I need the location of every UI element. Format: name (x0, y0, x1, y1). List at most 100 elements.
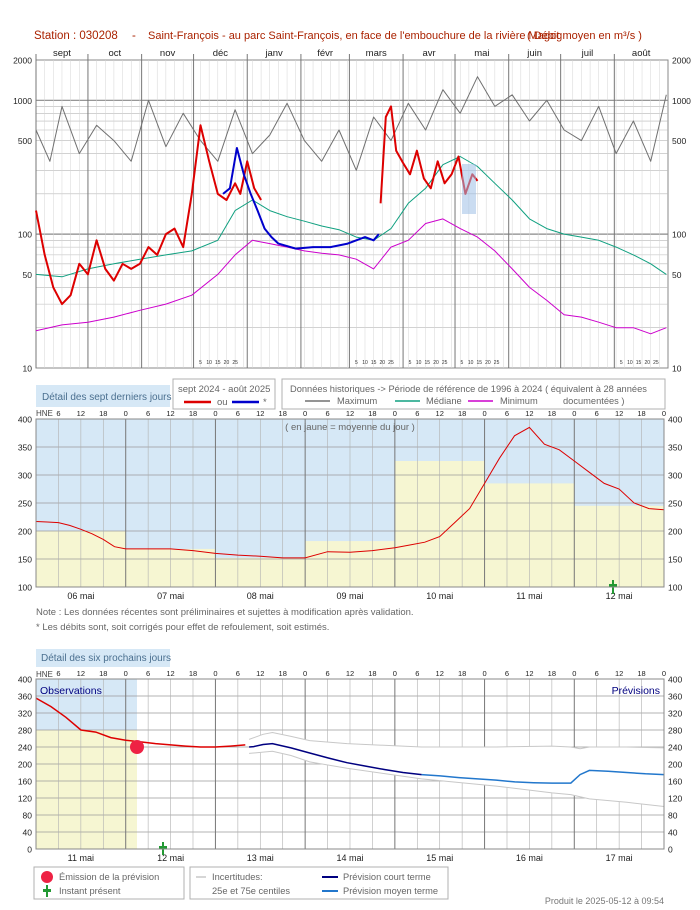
hour-tick-label: 0 (213, 669, 217, 678)
markers-legend-box (33, 866, 185, 900)
day-tick-label: 15 (215, 360, 221, 366)
day-tick-label: 10 (206, 360, 212, 366)
y-tick-label-left: 200 (18, 527, 32, 537)
day-label: 17 mai (606, 853, 633, 863)
day-ticks: 5 10 15 20 25 5 10 15 20 25 5 10 15 20 25 5 10 15 20 25 5 10 1… (199, 360, 659, 366)
series-line-m-diane (35, 156, 667, 278)
hour-tick-label: 12 (525, 669, 533, 678)
hour-tick-label: 6 (505, 669, 509, 678)
day-label: 08 mai (247, 591, 274, 601)
day-tick-label: 20 (433, 360, 439, 366)
month-label: mai (474, 48, 489, 59)
y-tick-label-left: 100 (18, 230, 32, 240)
hour-tick-label: 18 (637, 409, 645, 418)
day-tick-label: 25 (388, 360, 394, 366)
series-line-- (222, 147, 380, 250)
hour-tick-label: 18 (458, 409, 466, 418)
day-label: 11 mai (68, 853, 94, 863)
month-label: juil (581, 48, 594, 59)
hour-tick-label: 0 (124, 409, 128, 418)
produced-timestamp: Produit le 2025-05-12 à 09:54 (545, 896, 664, 906)
y-tick-label-left: 500 (18, 136, 32, 146)
y-tick-label-left: 350 (18, 443, 32, 453)
day-label: 11 mai (516, 591, 542, 601)
month-label: févr (317, 48, 333, 59)
seven-days-series (35, 426, 665, 559)
day-tick-label: 25 (494, 360, 500, 366)
series-line-pr-vision-court-terme (249, 742, 422, 776)
y-tick-label-left: 240 (18, 743, 32, 753)
hour-tick-label: 18 (368, 669, 376, 678)
historic-legend-box (281, 378, 666, 410)
month-label: nov (160, 48, 176, 59)
seven-days-frame (35, 418, 665, 588)
hour-tick-label: 6 (325, 669, 329, 678)
note-preliminary: Note : Les données récentes sont prélimi… (36, 607, 414, 618)
forecast-hour-ticks: 6 12 18 0 6 12 18 0 6 12 18 0 6 12 18 0 6 12 18 0 6 12 18 0 6 12 1… (56, 669, 666, 678)
series-line-maximum (35, 76, 667, 171)
day-tick-label: 5 (199, 360, 202, 366)
forecast-day-labels: 11 mai 12 mai 13 mai 14 mai 15 mai 16 mai 17 m… (68, 853, 633, 863)
month-label: janv (264, 48, 283, 59)
y-tick-label-left: 1000 (13, 96, 32, 106)
hour-tick-label: 0 (124, 669, 128, 678)
seven-days-tab (36, 385, 170, 407)
day-tick-label: 15 (371, 360, 377, 366)
forecast-chart: 6 12 18 0 6 12 18 0 6 12 18 0 6 12 18 0 6 12 18 0 6 12 18 0 6 12 1… (18, 669, 683, 863)
y-tick-label-left: 80 (23, 811, 33, 821)
y-tick-label-left: 280 (18, 726, 32, 736)
day-label: 12 mai (157, 853, 184, 863)
six-days-tab-label: Détail des six prochains jours (41, 653, 171, 664)
legend-uncert-sub: 25e et 75e centiles (212, 886, 290, 896)
month-label: oct (108, 48, 121, 59)
month-label: mars (366, 48, 387, 59)
hour-tick-label: 12 (166, 409, 174, 418)
hour-tick-label: 18 (458, 669, 466, 678)
day-tick-label: 5 (355, 360, 358, 366)
hour-tick-label: 6 (415, 669, 419, 678)
y-tick-label-right: 320 (668, 709, 682, 719)
hne-label-3: HNE (36, 670, 53, 679)
y-tick-label-right: 100 (672, 230, 686, 240)
annual-series (35, 76, 667, 335)
series-line-pr-vision-moyen-terme (421, 769, 665, 784)
day-tick-label: 10 (362, 360, 368, 366)
hour-tick-label: 6 (595, 409, 599, 418)
hour-tick-label: 12 (256, 409, 264, 418)
y-tick-label-left: 50 (23, 270, 33, 280)
hour-tick-label: 0 (482, 669, 486, 678)
y-tick-label-right: 200 (668, 760, 682, 770)
y-tick-label-left: 320 (18, 709, 32, 719)
six-days-tab (36, 649, 170, 667)
day-tick-label: 10 (627, 360, 633, 366)
y-tick-label-right: 500 (672, 136, 686, 146)
legend-documented: documentées ) (563, 396, 625, 406)
forecast-series (35, 697, 665, 807)
chart-title: Saint-François - au parc Saint-François,… (148, 30, 562, 42)
hour-tick-label: 18 (279, 409, 287, 418)
y-tick-label-left: 400 (18, 415, 32, 425)
hour-tick-label: 6 (415, 409, 419, 418)
y-tick-label-right: 400 (668, 415, 682, 425)
y-tick-label-right: 10 (672, 364, 682, 374)
y-tick-label-left: 0 (27, 845, 32, 855)
forecast-y-ticks: 0 0 40 40 80 80 120 120 160 160 200 200 240 240 280 280… (18, 675, 683, 855)
series-line-sept-2024-ao-t-2025 (35, 124, 262, 306)
y-tick-label-left: 400 (18, 675, 32, 685)
hour-tick-label: 0 (303, 409, 307, 418)
y-tick-label-right: 150 (668, 555, 682, 565)
day-tick-label: 20 (224, 360, 230, 366)
legend-instant-marker (43, 885, 51, 897)
month-label: juin (526, 48, 542, 59)
hour-tick-label: 12 (525, 409, 533, 418)
historic-title: Données historiques -> Période de référe… (290, 384, 647, 394)
hour-tick-label: 18 (368, 409, 376, 418)
y-tick-label-left: 100 (18, 583, 32, 593)
y-tick-label-right: 200 (668, 527, 682, 537)
hour-tick-label: 0 (303, 669, 307, 678)
y-tick-label-left: 150 (18, 555, 32, 565)
hour-tick-label: 18 (99, 669, 107, 678)
observations-label: Observations (40, 685, 102, 697)
hour-tick-label: 6 (236, 669, 240, 678)
hour-tick-label: 0 (572, 409, 576, 418)
